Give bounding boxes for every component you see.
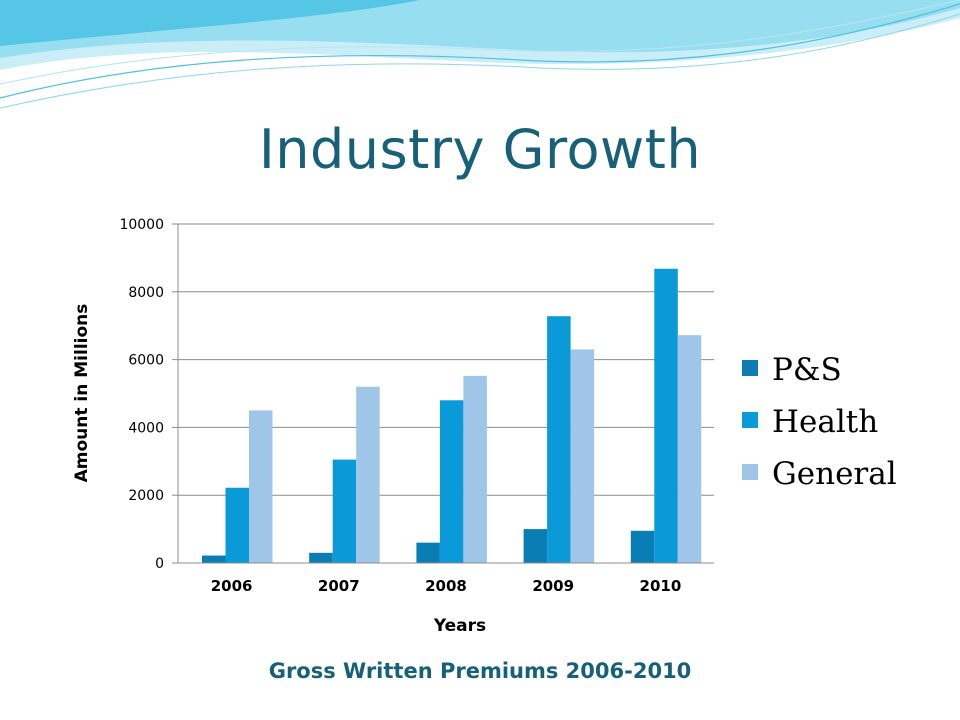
x-tick-label: 2009 [532, 577, 574, 595]
bar-ps-2008 [416, 542, 440, 563]
bar-general-2006 [249, 410, 273, 563]
x-tick-label: 2006 [211, 577, 253, 595]
chart-caption: Gross Written Premiums 2006-2010 [268, 659, 692, 683]
bar-ps-2009 [523, 529, 548, 563]
wave-line-3 [0, 0, 960, 85]
bar-health-2007 [332, 459, 357, 563]
bar-health-2010 [654, 268, 678, 563]
y-axis: 0 2000 4000 6000 8000 10000 [119, 217, 179, 572]
bar-general-2008 [463, 375, 487, 563]
wave-dark-band [0, 0, 420, 46]
y-tick-label: 0 [155, 556, 164, 572]
y-tick-label: 4000 [128, 420, 164, 436]
x-tick-label: 2007 [318, 577, 360, 595]
slide-title: Industry Growth [258, 118, 702, 181]
x-axis: 2006 2007 2008 2009 2010 [178, 562, 714, 595]
wave-line-1 [0, 3, 960, 99]
bar-ps-2010 [630, 530, 655, 563]
legend-swatch-general [742, 464, 758, 480]
y-axis-title: Amount in Millions [72, 304, 92, 483]
legend-label: General [772, 456, 897, 492]
legend-label: Health [772, 404, 878, 440]
wave-line-2 [0, 13, 960, 109]
legend: P&S Health General [742, 352, 897, 492]
bar-general-2010 [677, 335, 702, 563]
y-tick-label: 10000 [119, 217, 164, 233]
y-tick-label: 2000 [128, 488, 164, 504]
bar-health-2006 [225, 487, 249, 563]
y-tick-label: 6000 [128, 353, 164, 369]
x-tick-label: 2008 [425, 577, 467, 595]
y-tick-label: 8000 [128, 285, 164, 301]
x-tick-label: 2010 [640, 577, 682, 595]
bar-health-2008 [439, 400, 464, 563]
legend-swatch-health [742, 412, 758, 428]
bar-health-2009 [547, 316, 571, 563]
bar-general-2009 [570, 349, 595, 563]
legend-swatch-ps [742, 360, 758, 376]
header-wave-decoration [0, 0, 960, 109]
bar-ps-2007 [309, 552, 333, 563]
plot-area [178, 223, 714, 564]
bar-general-2007 [356, 386, 380, 563]
x-axis-title: Years [433, 616, 486, 636]
bar-ps-2006 [202, 555, 226, 563]
legend-label: P&S [772, 352, 842, 388]
